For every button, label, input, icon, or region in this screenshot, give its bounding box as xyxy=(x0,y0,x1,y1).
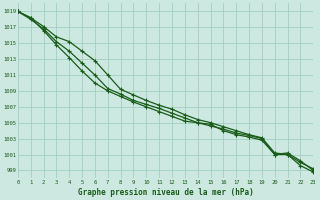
X-axis label: Graphe pression niveau de la mer (hPa): Graphe pression niveau de la mer (hPa) xyxy=(78,188,253,197)
